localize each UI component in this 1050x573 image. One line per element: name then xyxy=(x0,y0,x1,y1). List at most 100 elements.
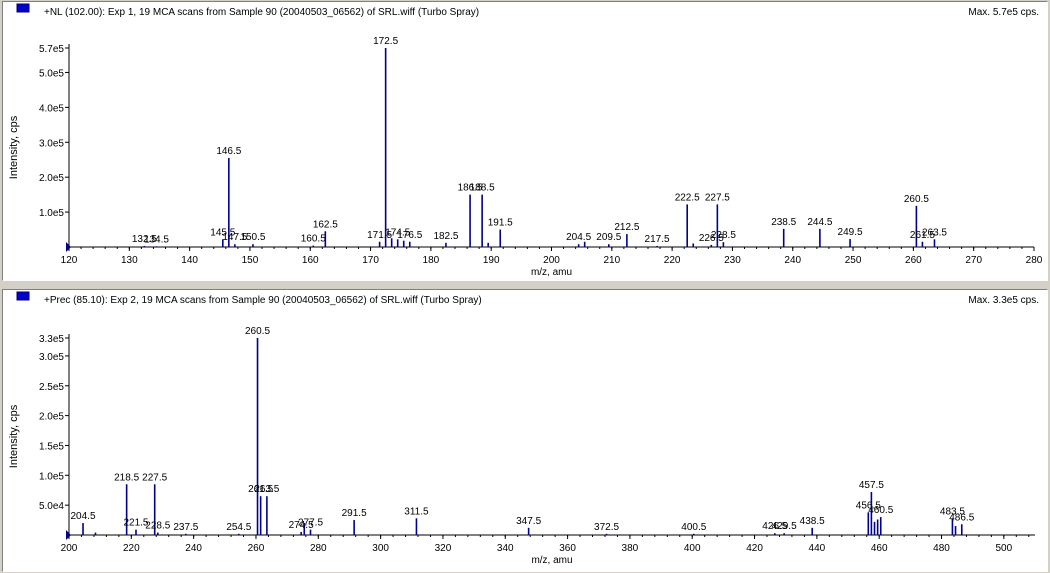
nl-x-axis-label: m/z, amu xyxy=(531,267,572,278)
nl-x-tick-label: 140 xyxy=(181,255,198,266)
nl-peak-label: 212.5 xyxy=(614,222,639,233)
nl-peak-label: 176.5 xyxy=(397,230,422,241)
prec-peak-label: 204.5 xyxy=(71,511,96,522)
nl-x-tick-label: 210 xyxy=(603,255,620,266)
prec-peak-label: 347.5 xyxy=(516,516,541,527)
nl-y-tick-label: 4.0e5 xyxy=(39,103,64,114)
nl-x-tick-label: 200 xyxy=(543,255,560,266)
nl-peak-label: 160.5 xyxy=(301,234,326,245)
prec-x-tick-label: 320 xyxy=(435,543,452,554)
nl-x-tick-label: 280 xyxy=(1026,255,1043,266)
prec-peak-label: 228.5 xyxy=(145,521,170,532)
nl-peak-label: 228.5 xyxy=(711,230,736,241)
prec-peak-label: 486.5 xyxy=(949,512,974,523)
nl-peak-label: 244.5 xyxy=(807,217,832,228)
nl-x-tick-label: 120 xyxy=(61,255,78,266)
prec-x-tick-label: 240 xyxy=(185,543,202,554)
prec-peak-label: 221.5 xyxy=(123,518,148,529)
prec-max-intensity-label: Max. 3.3e5 cps. xyxy=(968,295,1039,306)
prec-x-tick-label: 220 xyxy=(123,543,140,554)
nl-peak-label: 172.5 xyxy=(373,36,398,47)
prec-peak-label: 311.5 xyxy=(404,506,429,517)
prec-y-tick-label: 3.3e5 xyxy=(39,334,64,345)
nl-peak-label: 182.5 xyxy=(433,231,458,242)
nl-x-tick-label: 250 xyxy=(845,255,862,266)
prec-x-tick-label: 360 xyxy=(559,543,576,554)
nl-peak-label: 238.5 xyxy=(771,217,796,228)
prec-y-axis-label: Intensity, cps xyxy=(8,404,20,468)
nl-peak-label: 132.5 xyxy=(132,234,157,245)
nl-x-tick-label: 180 xyxy=(423,255,440,266)
prec-peak-label: 237.5 xyxy=(173,522,198,533)
nl-peak-label: 147.5 xyxy=(222,232,247,243)
nl-peak-label: 263.5 xyxy=(922,227,947,238)
nl-y-tick-label: 2.0e5 xyxy=(39,173,64,184)
nl-peak-label: 209.5 xyxy=(596,232,621,243)
nl-y-axis-label: Intensity, cps xyxy=(8,115,20,179)
prec-x-tick-label: 400 xyxy=(684,543,701,554)
nl-peak-label: 227.5 xyxy=(705,192,730,203)
nl-peak-label: 174.5 xyxy=(385,227,410,238)
prec-peak-label: 483.5 xyxy=(940,506,965,517)
nl-x-tick-label: 170 xyxy=(362,255,379,266)
prec-peak-label: 261.5 xyxy=(248,484,273,495)
nl-peak-label: 162.5 xyxy=(313,219,338,230)
nl-peak-label: 217.5 xyxy=(645,234,670,245)
prec-peak-label: 260.5 xyxy=(245,326,270,337)
prec-x-tick-label: 480 xyxy=(933,543,950,554)
prec-peak-label: 372.5 xyxy=(594,522,619,533)
nl-x-tick-label: 230 xyxy=(724,255,741,266)
prec-peak-label: 274.5 xyxy=(289,520,314,531)
nl-peak-label: 204.5 xyxy=(566,232,591,243)
prec-x-tick-label: 300 xyxy=(372,543,389,554)
prec-y-tick-label: 2.5e5 xyxy=(39,382,64,393)
nl-x-tick-label: 240 xyxy=(784,255,801,266)
prec-y-tick-label: 3.0e5 xyxy=(39,352,64,363)
nl-peak-label: 150.5 xyxy=(240,232,265,243)
prec-x-tick-label: 380 xyxy=(622,543,639,554)
nl-peak-label: 261.5 xyxy=(910,230,935,241)
prec-peak-label: 457.5 xyxy=(859,480,884,491)
prec-chart-title: +Prec (85.10): Exp 2, 19 MCA scans from … xyxy=(44,295,482,306)
nl-peak-label: 260.5 xyxy=(904,194,929,205)
prec-peak-label: 426.5 xyxy=(762,521,787,532)
prec-peak-label: 263.5 xyxy=(254,484,279,495)
prec-y-tick-label: 2.0e5 xyxy=(39,412,64,423)
nl-title-marker-icon xyxy=(16,3,30,13)
nl-peak-label: 186.5 xyxy=(458,183,483,194)
prec-x-tick-label: 280 xyxy=(310,543,327,554)
prec-y-tick-label: 1.5e5 xyxy=(39,441,64,452)
prec-x-tick-label: 500 xyxy=(995,543,1012,554)
nl-peak-label: 171.5 xyxy=(367,230,392,241)
nl-x-tick-label: 150 xyxy=(242,255,259,266)
nl-peak-label: 145.5 xyxy=(210,227,235,238)
nl-x-tick-label: 190 xyxy=(483,255,500,266)
prec-x-tick-label: 340 xyxy=(497,543,514,554)
prec-x-tick-label: 460 xyxy=(871,543,888,554)
nl-y-tick-label: 5.7e5 xyxy=(39,44,64,55)
prec-peak-label: 429.5 xyxy=(772,521,797,532)
prec-peak-label: 438.5 xyxy=(800,516,825,527)
prec-peak-label: 227.5 xyxy=(142,472,167,483)
nl-peak-label: 134.5 xyxy=(144,234,169,245)
prec-peak-label: 291.5 xyxy=(342,508,367,519)
nl-y-tick-label: 3.0e5 xyxy=(39,138,64,149)
spectrum-panel-prec: +Prec (85.10): Exp 2, 19 MCA scans from … xyxy=(2,289,1048,572)
pane-splitter[interactable] xyxy=(0,281,1050,287)
prec-peak-label: 254.5 xyxy=(226,522,251,533)
prec-spectrum-chart: +Prec (85.10): Exp 2, 19 MCA scans from … xyxy=(8,291,1039,566)
prec-peak-label: 460.5 xyxy=(868,505,893,516)
prec-peak-label: 218.5 xyxy=(114,472,139,483)
prec-x-tick-label: 420 xyxy=(746,543,763,554)
nl-max-intensity-label: Max. 5.7e5 cps. xyxy=(968,7,1039,18)
nl-x-tick-label: 160 xyxy=(302,255,319,266)
nl-peak-label: 188.5 xyxy=(470,183,495,194)
nl-x-tick-label: 130 xyxy=(121,255,138,266)
nl-peak-label: 191.5 xyxy=(488,218,513,229)
prec-x-tick-label: 440 xyxy=(809,543,826,554)
nl-peak-label: 249.5 xyxy=(838,227,863,238)
nl-peak-label: 222.5 xyxy=(675,192,700,203)
nl-x-tick-label: 220 xyxy=(664,255,681,266)
prec-peak-label: 400.5 xyxy=(681,522,706,533)
prec-peak-label: 277.5 xyxy=(298,518,323,529)
